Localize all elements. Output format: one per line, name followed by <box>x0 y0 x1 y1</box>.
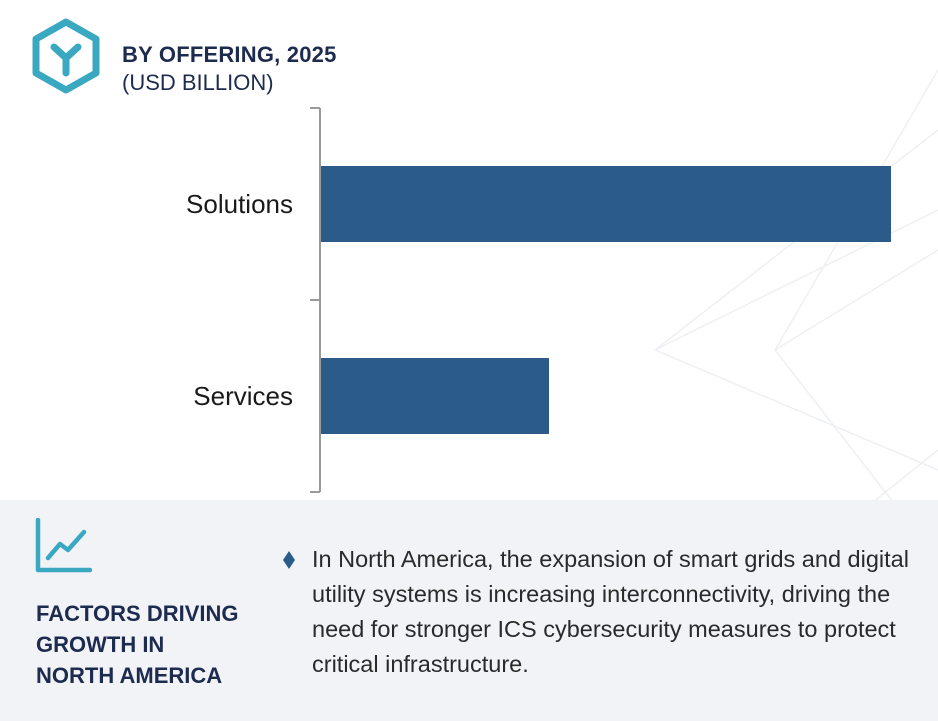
bar-chart: Solutions Services <box>186 107 891 493</box>
factors-title: FACTORS DRIVING GROWTH IN NORTH AMERICA <box>36 601 239 688</box>
bar-solutions <box>321 166 891 242</box>
bar-services <box>321 358 549 434</box>
chart-subtitle: (USD BILLION) <box>122 70 274 95</box>
chart-header: BY OFFERING, 2025 (USD BILLION) <box>30 18 530 98</box>
chart-title: BY OFFERING, 2025 <box>122 42 337 67</box>
category-label-services: Services <box>193 381 293 411</box>
diamond-bullet-icon <box>283 551 295 569</box>
factor-description: In North America, the expansion of smart… <box>312 546 909 677</box>
line-chart-icon <box>35 518 92 573</box>
category-label-solutions: Solutions <box>186 189 293 219</box>
factors-panel: FACTORS DRIVING GROWTH IN NORTH AMERICA … <box>0 500 938 721</box>
hexagon-y-logo-icon <box>32 18 100 94</box>
